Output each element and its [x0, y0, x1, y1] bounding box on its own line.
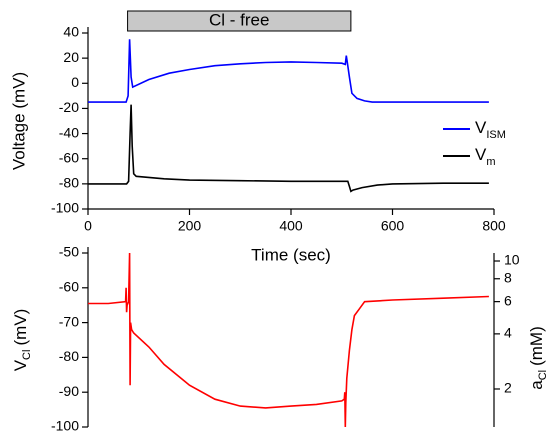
y-tick-label: -70 [59, 313, 79, 329]
y2-tick-label: 10 [504, 252, 520, 268]
y-tick-label: 20 [63, 49, 79, 65]
y-axis-label-main: V [11, 359, 30, 371]
y-tick-label: -80 [59, 175, 79, 191]
y2-axis-label-main: a [527, 380, 546, 390]
legend-label: VISM [475, 118, 506, 140]
y-tick-label: 0 [71, 74, 79, 90]
y-tick-label: -80 [59, 348, 79, 364]
x-axis-label: Time (sec) [251, 245, 331, 264]
y-tick-label: -40 [59, 124, 79, 140]
legend-label: Vm [475, 145, 496, 167]
y2-axis-label-unit: (mM) [527, 326, 546, 366]
x-tick-label: 800 [482, 218, 506, 234]
series-line [88, 252, 489, 428]
y-tick-label: -100 [51, 200, 79, 216]
y-axis-label: VCl (mV) [11, 309, 32, 372]
series-line [88, 39, 489, 103]
y-axis-label-sub: Cl [21, 350, 33, 360]
y-axis-label: Voltage (mV) [9, 72, 28, 170]
legend-name: V [475, 145, 487, 164]
y-tick-label: -100 [51, 418, 79, 434]
y2-axis-label: aCl (mM) [527, 326, 548, 390]
y-tick-label: -90 [59, 383, 79, 399]
x-tick-label: 600 [381, 218, 405, 234]
y2-tick-label: 2 [504, 380, 512, 396]
annotation-text: Cl - free [209, 10, 269, 29]
legend-sub: m [486, 156, 495, 168]
y-tick-label: -60 [59, 149, 79, 165]
legend-name: V [475, 118, 487, 137]
y-tick-label: -50 [59, 244, 79, 260]
annotation-bar [127, 10, 352, 32]
y2-tick-label: 6 [504, 292, 512, 308]
series-line [88, 104, 489, 193]
y-tick-label: -20 [59, 99, 79, 115]
y2-tick-label: 8 [504, 269, 512, 285]
y2-axis-label-sub: Cl [537, 370, 549, 380]
y-axis-label-unit: (mV) [11, 309, 30, 346]
y-tick-label: -60 [59, 279, 79, 295]
x-tick-label: 200 [178, 218, 202, 234]
x-tick-label: 0 [84, 218, 92, 234]
legend-sub: ISM [486, 129, 506, 141]
y2-tick-label: 4 [504, 325, 512, 341]
y-tick-label: 40 [63, 24, 79, 40]
x-tick-label: 400 [279, 218, 303, 234]
